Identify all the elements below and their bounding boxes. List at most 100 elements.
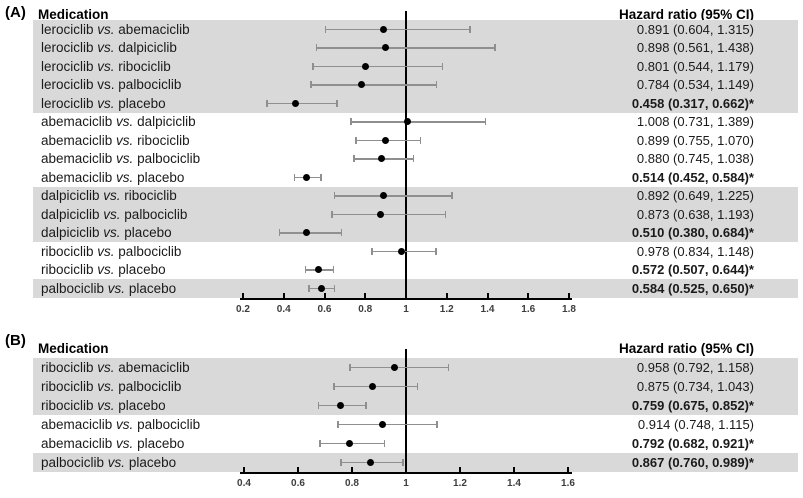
ci-cap-right (402, 459, 404, 466)
axis-tick (242, 293, 244, 300)
hazard-ratio-value: 0.898 (0.561, 1.438) (636, 40, 754, 56)
axis-tick-label: 0.8 (345, 478, 359, 489)
hazard-ratio-value: 0.510 (0.380, 0.684)* (631, 225, 754, 241)
ci-cap-left (310, 81, 312, 89)
medication-label: dalpiciclib vs. palbociclib (41, 206, 188, 222)
hazard-ratio-value: 0.880 (0.745, 1.038) (636, 151, 754, 167)
ci-bar (334, 195, 452, 197)
ci-bar (266, 102, 338, 104)
axis-tick (351, 467, 353, 474)
hazard-ratio-value: 0.914 (0.748, 1.115) (637, 417, 754, 432)
medication-label: dalpiciclib vs. placebo (41, 225, 172, 241)
axis-tick (445, 293, 448, 300)
ci-cap-left (331, 210, 333, 218)
ci-cap-left (319, 440, 321, 447)
ci-cap-left (350, 118, 352, 126)
point-estimate-marker (346, 440, 354, 447)
axis-tick-label: 1.4 (507, 478, 521, 489)
ci-bar (279, 232, 342, 234)
vs-text: vs. (116, 417, 134, 432)
axis-tick (513, 467, 515, 474)
ci-cap-left (266, 99, 268, 107)
ci-cap-right (320, 173, 322, 181)
point-estimate-marker (317, 284, 325, 292)
vs-text: vs. (97, 95, 115, 111)
hazard-ratio-value: 0.867 (0.760, 0.989)* (631, 455, 754, 470)
medication-label: lerociclib vs. dalpiciclib (41, 40, 177, 56)
axis-tick-label: 0.4 (237, 478, 251, 489)
point-estimate-marker (376, 210, 384, 218)
ci-cap-left (324, 25, 327, 33)
comparison-row: ribociclib vs. placebo 0.572 (0.507, 0.64… (33, 261, 798, 280)
medication-label: abemaciclib vs. placebo (41, 169, 185, 185)
comparison-row: palbociclib vs. placebo 0.867 (0.760, 0.9… (33, 453, 798, 472)
vs-text: vs. (103, 188, 121, 204)
ci-cap-right (447, 364, 450, 371)
vs-text: vs. (97, 21, 115, 37)
vs-text: vs. (97, 262, 115, 278)
axis-tick (282, 293, 285, 300)
vs-text: vs. (97, 398, 115, 413)
point-estimate-marker (361, 62, 369, 70)
ci-bar (332, 213, 446, 215)
axis-tick (459, 467, 461, 474)
medication-label: palbociclib vs. placebo (41, 455, 177, 470)
vs-text: vs. (103, 206, 121, 222)
ci-cap-right (441, 62, 444, 70)
medication-label: lerociclib vs. ribociclib (41, 58, 171, 74)
ci-cap-right (416, 383, 419, 390)
vs-text: vs. (107, 455, 126, 470)
ci-cap-right (412, 155, 415, 163)
hazard-ratio-value: 0.891 (0.604, 1.315) (636, 21, 754, 37)
ci-cap-left (333, 383, 335, 390)
ci-cap-left (304, 266, 307, 274)
comparison-row: ribociclib vs. palbociclib 0.978 (0.834, … (33, 242, 798, 261)
point-estimate-marker (381, 136, 389, 144)
axis-tick-label: 0.6 (291, 478, 305, 489)
vs-text: vs. (116, 436, 134, 451)
ci-cap-right (365, 402, 367, 409)
ci-cap-right (340, 229, 343, 237)
ci-bar (316, 47, 496, 49)
axis-tick-label: 0.2 (236, 304, 250, 315)
ci-cap-right (383, 440, 386, 447)
axis-tick-label: 1.8 (562, 304, 576, 315)
ci-cap-left (353, 155, 355, 163)
ci-cap-right (494, 44, 496, 52)
point-estimate-marker (368, 383, 376, 390)
comparison-row: ribociclib vs. placebo 0.759 (0.675, 0.85… (33, 396, 798, 415)
comparison-row: abemaciclib vs. ribociclib 0.899 (0.755, … (33, 131, 798, 150)
ci-cap-right (469, 25, 471, 33)
panel-b-hazard-ratio-header: Hazard ratio (95% CI) (618, 341, 754, 356)
hazard-ratio-value: 0.584 (0.525, 0.650)* (631, 280, 754, 296)
point-estimate-marker (381, 44, 389, 52)
hazard-ratio-value: 0.978 (0.834, 1.148) (636, 243, 754, 259)
comparison-row: dalpiciclib vs. placebo 0.510 (0.380, 0.6… (33, 223, 798, 242)
medication-label: abemaciclib vs. dalpiciclib (41, 114, 196, 130)
axis-tick (568, 293, 570, 300)
axis-tick-label: 1.2 (439, 304, 454, 315)
axis-tick-label: 1.4 (480, 304, 495, 315)
ci-cap-left (337, 421, 339, 428)
vs-text: vs. (116, 169, 134, 185)
medication-label: abemaciclib vs. placebo (41, 436, 185, 451)
hazard-ratio-value: 1.008 (0.731, 1.389) (636, 114, 754, 130)
ci-cap-left (312, 62, 314, 70)
medication-label: dalpiciclib vs. ribociclib (41, 188, 177, 204)
axis-tick (243, 467, 245, 474)
medication-label: ribociclib vs. palbociclib (41, 243, 182, 259)
comparison-row: abemaciclib vs. palbociclib 0.914 (0.748,… (33, 415, 798, 434)
hazard-ratio-value: 0.873 (0.638, 1.193) (636, 206, 754, 222)
axis-tick (323, 293, 326, 300)
vs-text: vs. (116, 132, 134, 148)
point-estimate-marker (292, 99, 300, 107)
hazard-ratio-value: 0.759 (0.675, 0.852)* (631, 398, 754, 413)
point-estimate-marker (366, 459, 374, 466)
point-estimate-marker (391, 364, 399, 371)
axis-tick (405, 467, 407, 474)
comparison-row: abemaciclib vs. placebo 0.514 (0.452, 0.5… (33, 168, 798, 187)
comparison-row: lerociclib vs. placebo 0.458 (0.317, 0.66… (33, 94, 798, 113)
comparison-row: abemaciclib vs. placebo 0.792 (0.682, 0.9… (33, 434, 798, 453)
point-estimate-marker (303, 173, 311, 181)
